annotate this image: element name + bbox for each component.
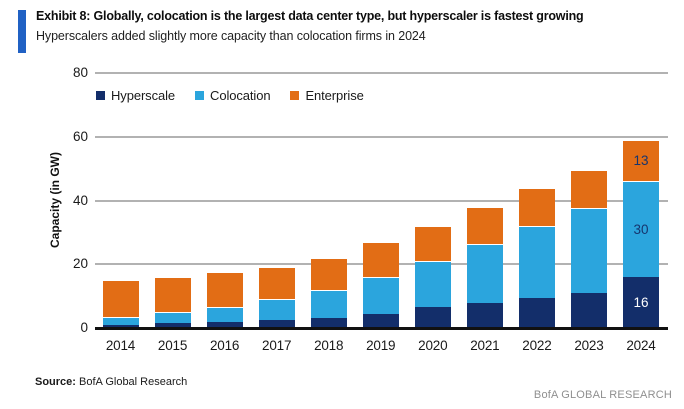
y-tick-20: 20: [72, 256, 88, 272]
source-line: Source: BofA Global Research: [35, 376, 187, 388]
source-text: BofA Global Research: [75, 376, 188, 388]
x-tick-2017: 2017: [262, 338, 292, 353]
bar-2021-colocation-segment: [466, 243, 503, 303]
bar-2020-enterprise-segment: [414, 226, 451, 262]
x-tick-2019: 2019: [366, 338, 396, 353]
exhibit-subtitle: Hyperscalers added slightly more capacit…: [36, 29, 426, 43]
legend-swatch-icon: [96, 91, 105, 100]
bar-2024-colocation-segment: 30: [623, 181, 659, 277]
bar-2019-hyperscale-segment: [362, 313, 399, 328]
bar-2016-colocation-segment: [206, 307, 243, 322]
legend-swatch-icon: [290, 91, 300, 100]
bar-2015-enterprise-segment: [154, 277, 191, 313]
bar-2021-enterprise-segment: [466, 206, 503, 244]
source-label: Source:: [35, 376, 76, 388]
exhibit-title: Exhibit 8: Globally, colocation is the l…: [36, 9, 584, 23]
bar-2018-colocation-segment: [310, 289, 347, 319]
bar-2014-enterprise-segment: [102, 280, 139, 317]
y-tick-60: 60: [72, 128, 88, 144]
bar-2016-hyperscale-segment: [206, 321, 243, 328]
bar-2020-colocation-segment: [414, 261, 451, 308]
bar-2017-colocation-segment: [258, 299, 295, 321]
legend-item-enterprise: Enterprise: [290, 88, 364, 103]
bar-2016-enterprise-segment: [206, 272, 243, 308]
gridline-40: [95, 199, 668, 202]
legend-swatch-icon: [195, 91, 205, 100]
bar-2023-colocation-segment: [570, 208, 607, 293]
legend-item-colocation: Colocation: [195, 88, 271, 103]
bar-2015-hyperscale-segment: [154, 323, 191, 328]
bar-value-enterprise: 13: [633, 153, 649, 169]
x-tick-2024: 2024: [626, 338, 656, 353]
bar-2015-colocation-segment: [154, 312, 191, 324]
x-tick-2018: 2018: [314, 338, 344, 353]
bar-2014-colocation-segment: [102, 316, 139, 325]
bar-2017-enterprise-segment: [258, 267, 295, 300]
x-axis-line: [95, 327, 668, 330]
bar-2014-hyperscale-segment: [102, 324, 139, 328]
bar-2022-hyperscale-segment: [518, 297, 555, 328]
bar-2019-colocation-segment: [362, 277, 399, 314]
bar-2024-hyperscale-segment: 16: [623, 277, 659, 328]
bar-2023-enterprise-segment: [570, 170, 607, 209]
bar-2018-enterprise-segment: [310, 257, 347, 290]
x-tick-2021: 2021: [470, 338, 500, 353]
legend-label: Hyperscale: [111, 88, 176, 103]
exhibit-accent-bar: [18, 10, 26, 53]
bar-2018-hyperscale-segment: [310, 318, 347, 328]
x-tick-2016: 2016: [209, 338, 240, 353]
bar-2020-hyperscale-segment: [414, 307, 451, 328]
bar-2024-enterprise-segment: 13: [623, 139, 659, 182]
bar-2022-enterprise-segment: [518, 187, 555, 226]
gridline-80: [95, 72, 668, 74]
x-tick-2023: 2023: [574, 338, 604, 353]
bar-2019-enterprise-segment: [362, 241, 399, 277]
x-tick-2020: 2020: [418, 338, 448, 353]
bar-2022-colocation-segment: [518, 226, 555, 298]
bar-2021-hyperscale-segment: [466, 302, 503, 328]
bar-2017-hyperscale-segment: [258, 320, 295, 328]
legend-label: Enterprise: [305, 88, 364, 103]
y-tick-40: 40: [72, 192, 88, 208]
legend-label: Colocation: [210, 88, 271, 103]
bar-value-colocation: 30: [633, 221, 649, 237]
bar-value-hyperscale: 16: [633, 294, 649, 310]
y-tick-0: 0: [80, 320, 88, 335]
x-tick-2014: 2014: [105, 338, 136, 353]
x-tick-2015: 2015: [157, 338, 188, 353]
y-tick-80: 80: [72, 65, 88, 80]
gridline-60: [95, 135, 668, 138]
brand-footer: BofA GLOBAL RESEARCH: [533, 389, 672, 401]
bar-2023-hyperscale-segment: [570, 292, 607, 328]
x-tick-2022: 2022: [522, 338, 552, 353]
chart-legend: Hyperscale Colocation Enterprise: [96, 88, 384, 103]
legend-item-hyperscale: Hyperscale: [96, 88, 175, 103]
